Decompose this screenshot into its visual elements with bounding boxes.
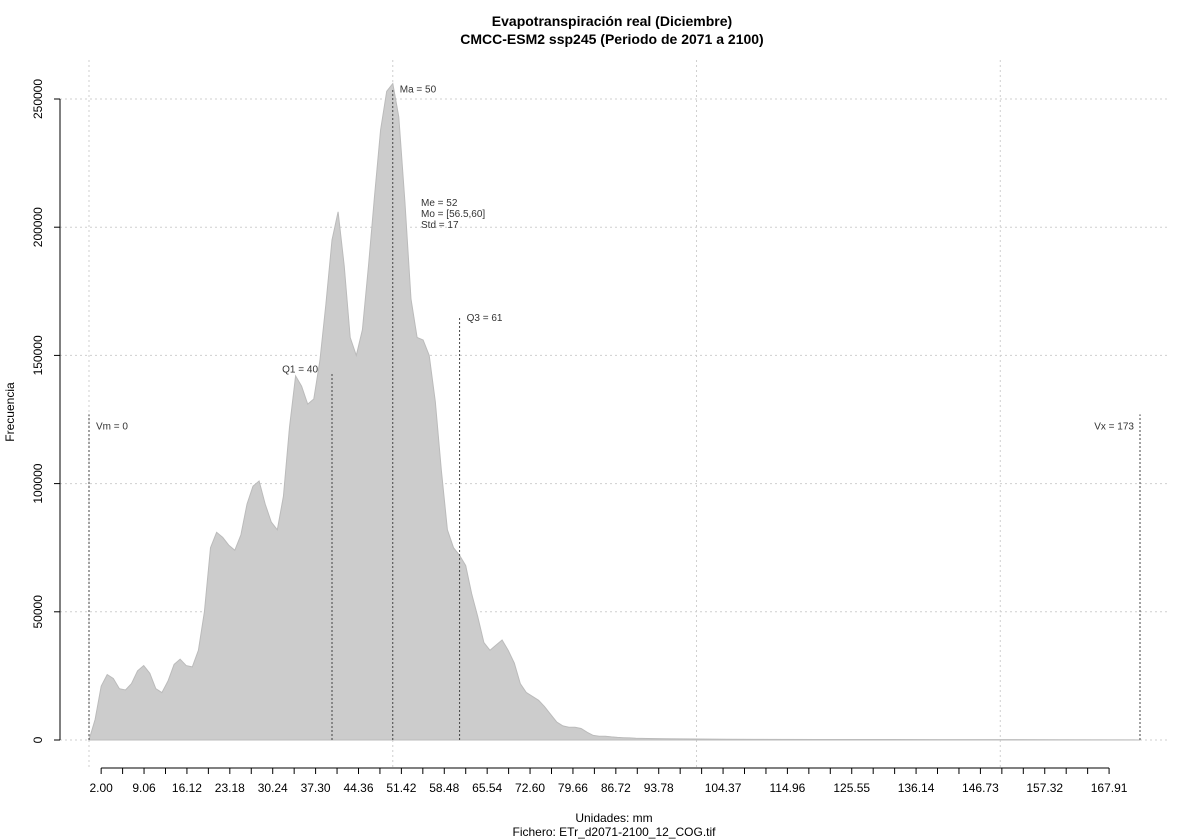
y-tick-label: 250000: [31, 79, 45, 119]
frequency-area: [88, 82, 1141, 741]
chart-title: Evapotranspiración real (Diciembre): [492, 13, 732, 29]
x-tick-label: 86.72: [601, 781, 631, 795]
stat-label: Ma = 50: [400, 85, 437, 96]
x-tick-label: 125.55: [833, 781, 870, 795]
x-tick-label: 65.54: [472, 781, 502, 795]
x-tick-label: 146.73: [962, 781, 999, 795]
stat-label: Q1 = 40: [282, 364, 318, 375]
x-tick-label: 16.12: [172, 781, 202, 795]
x-tick-label: 37.30: [301, 781, 331, 795]
x-tick-label: 114.96: [769, 781, 805, 795]
x-tick-label: 23.18: [215, 781, 245, 795]
y-tick-label: 150000: [31, 335, 45, 375]
x-tick-label: 44.36: [343, 781, 373, 795]
x-tick-label: 9.06: [132, 781, 156, 795]
y-tick-label: 200000: [31, 207, 45, 247]
x-axis: 2.00 9.06 16.12 23.18 30.24 37.30 44.36 51.42 58…: [89, 767, 1128, 795]
x-tick-label: 58.48: [429, 781, 459, 795]
x-tick-label: 136.14: [898, 781, 935, 795]
file-caption: Fichero: ETr_d2071-2100_12_COG.tif: [513, 825, 717, 839]
statistic-lines: Vm = 0 Q1 = 40 Ma = 50 Q3 = 61 Vx = 173: [88, 85, 1141, 740]
x-tick-label: 72.60: [515, 781, 545, 795]
y-axis-label: Frecuencia: [3, 382, 17, 442]
x-tick-label: 93.78: [644, 781, 674, 795]
y-tick-label: 50000: [31, 595, 45, 629]
y-tick-label: 100000: [31, 463, 45, 503]
stat-label: Vx = 173: [1094, 421, 1134, 432]
x-tick-label: 2.00: [89, 781, 113, 795]
stat-text: Std = 17: [421, 220, 459, 231]
chart-subtitle: CMCC-ESM2 ssp245 (Periodo de 2071 a 2100…: [460, 31, 763, 47]
stat-text: Mo = [56.5,60]: [421, 209, 485, 220]
x-tick-label: 79.66: [558, 781, 588, 795]
stat-text: Me = 52: [421, 198, 458, 209]
y-tick-label: 0: [31, 736, 45, 743]
x-axis-label: Unidades: mm: [575, 811, 652, 825]
stat-label: Q3 = 61: [467, 313, 503, 324]
x-tick-label: 51.42: [386, 781, 416, 795]
x-tick-label: 104.37: [705, 781, 742, 795]
stat-label: Vm = 0: [96, 421, 128, 432]
x-tick-label: 167.91: [1091, 781, 1128, 795]
x-tick-label: 30.24: [258, 781, 288, 795]
y-axis: 0 50000 100000 150000 200000 250000: [31, 79, 61, 743]
x-tick-label: 157.32: [1026, 781, 1063, 795]
